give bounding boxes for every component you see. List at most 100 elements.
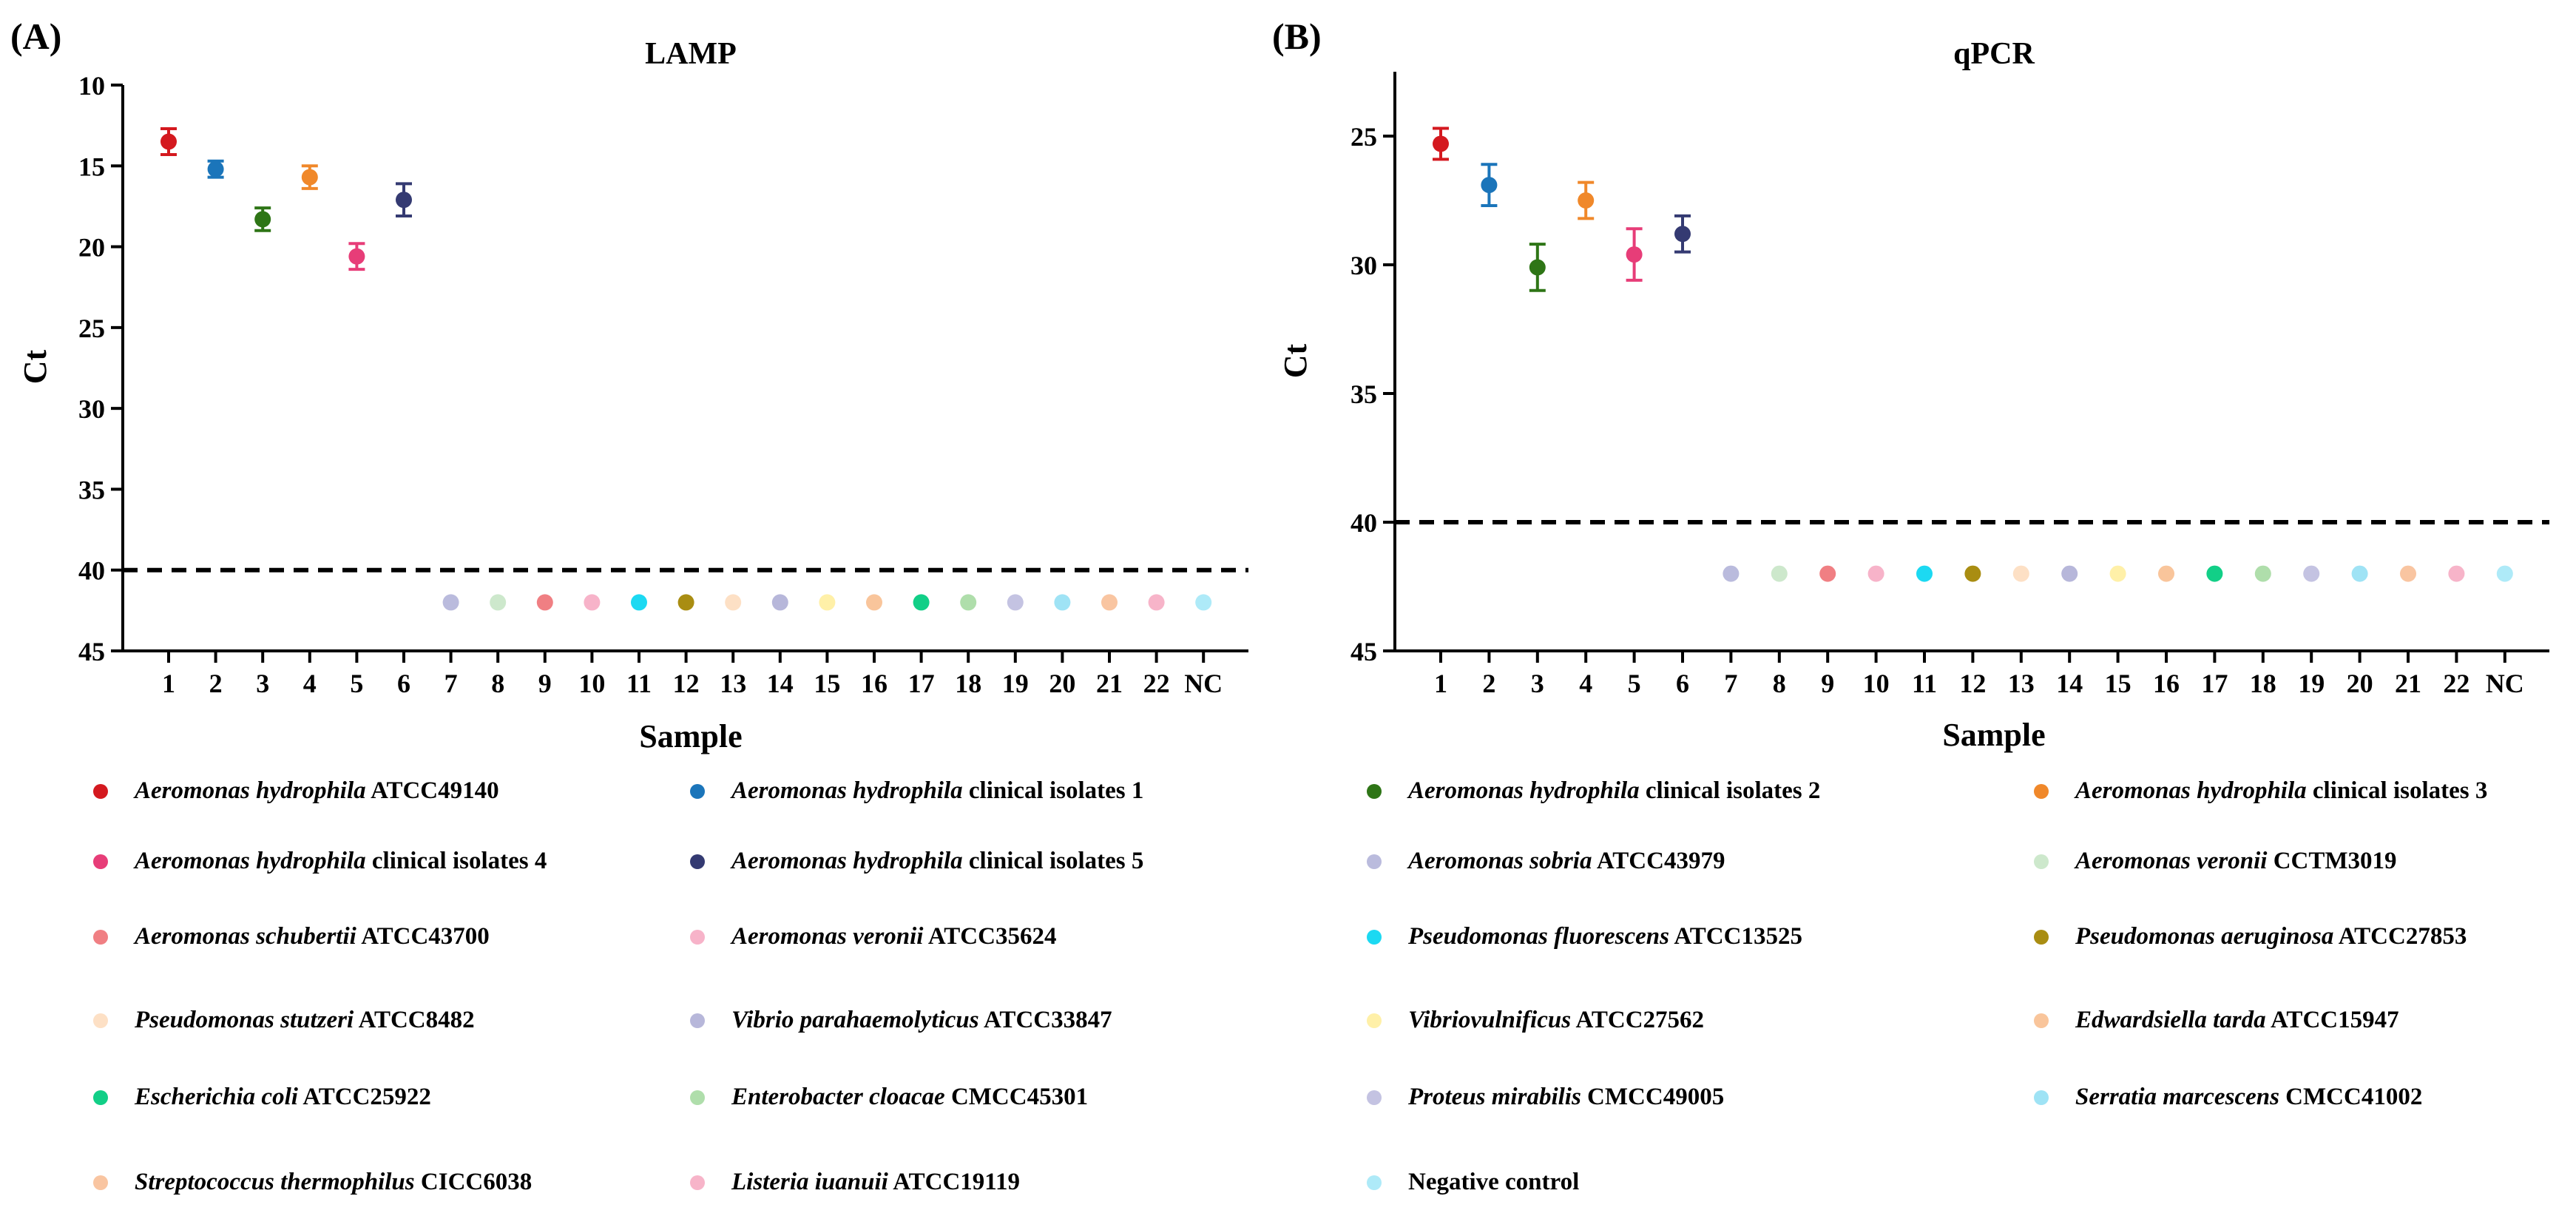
data-point-3 xyxy=(1529,259,1546,276)
x-tick-label: 10 xyxy=(1863,669,1890,698)
data-point-14 xyxy=(2061,565,2078,582)
x-tick-label: 6 xyxy=(1676,669,1689,698)
panel-label: (B) xyxy=(1272,16,1322,57)
y-tick-label: 30 xyxy=(78,394,105,424)
x-tick-label: 21 xyxy=(2395,669,2421,698)
x-tick-label: 17 xyxy=(2201,669,2228,698)
data-point-7 xyxy=(1723,565,1740,582)
data-point-3 xyxy=(254,211,271,228)
y-tick-label: 20 xyxy=(78,233,105,263)
data-point-9 xyxy=(536,594,553,611)
y-axis-label: Ct xyxy=(1277,343,1314,378)
y-tick-label: 40 xyxy=(1350,508,1377,538)
data-point-8 xyxy=(1771,565,1788,582)
data-point-2 xyxy=(1481,177,1498,194)
x-tick-label: 20 xyxy=(2347,669,2373,698)
y-tick-label: 10 xyxy=(78,71,105,101)
data-point-20 xyxy=(2351,565,2368,582)
x-tick-label: 11 xyxy=(626,669,652,698)
y-tick-label: 30 xyxy=(1350,251,1377,280)
x-tick-label: 3 xyxy=(256,669,269,698)
data-point-13 xyxy=(725,594,742,611)
data-point-20 xyxy=(1054,594,1071,611)
x-tick-label: 2 xyxy=(1482,669,1495,698)
data-point-18 xyxy=(2254,565,2271,582)
x-tick-label: 14 xyxy=(2056,669,2083,698)
y-tick-label: 45 xyxy=(78,637,105,666)
x-tick-label: 14 xyxy=(767,669,794,698)
x-tick-label: 19 xyxy=(2298,669,2325,698)
x-tick-label: 3 xyxy=(1531,669,1544,698)
data-point-8 xyxy=(490,594,507,611)
x-tick-label: 13 xyxy=(720,669,746,698)
data-point-10 xyxy=(584,594,601,611)
x-tick-label: 10 xyxy=(578,669,605,698)
x-tick-label: 8 xyxy=(491,669,504,698)
x-tick-label: 13 xyxy=(2008,669,2035,698)
y-axis-label: Ct xyxy=(17,349,53,384)
data-point-2 xyxy=(207,161,224,178)
data-point-17 xyxy=(2206,565,2223,582)
data-point-6 xyxy=(1674,226,1691,243)
data-point-22 xyxy=(1148,594,1165,611)
data-point-16 xyxy=(2158,565,2174,582)
data-point-5 xyxy=(1626,246,1643,263)
data-point-16 xyxy=(866,594,882,611)
x-tick-label: 8 xyxy=(1773,669,1786,698)
data-point-21 xyxy=(1101,594,1118,611)
x-tick-label: 7 xyxy=(1724,669,1737,698)
data-point-NC xyxy=(1195,594,1212,611)
data-point-15 xyxy=(819,594,836,611)
x-tick-label: 21 xyxy=(1096,669,1123,698)
x-tick-label: 9 xyxy=(538,669,552,698)
y-tick-label: 25 xyxy=(1350,122,1377,152)
data-point-19 xyxy=(2303,565,2320,582)
x-tick-label: NC xyxy=(2486,669,2524,698)
data-point-11 xyxy=(1916,565,1933,582)
data-point-5 xyxy=(348,248,365,265)
x-tick-label: 20 xyxy=(1049,669,1075,698)
y-tick-label: 35 xyxy=(1350,379,1377,409)
x-tick-label: 5 xyxy=(350,669,363,698)
x-tick-label: 18 xyxy=(2250,669,2276,698)
data-point-21 xyxy=(2400,565,2416,582)
x-tick-label: 5 xyxy=(1628,669,1641,698)
x-tick-label: 19 xyxy=(1002,669,1029,698)
data-point-19 xyxy=(1007,594,1024,611)
x-tick-label: 6 xyxy=(397,669,410,698)
data-point-10 xyxy=(1867,565,1884,582)
data-point-7 xyxy=(442,594,459,611)
panel-label: (A) xyxy=(10,16,61,57)
data-point-6 xyxy=(396,192,412,209)
data-point-12 xyxy=(677,594,694,611)
data-point-1 xyxy=(1433,135,1449,152)
x-tick-label: 11 xyxy=(1912,669,1937,698)
data-point-1 xyxy=(160,133,177,150)
data-point-17 xyxy=(913,594,930,611)
y-tick-label: 15 xyxy=(78,152,105,181)
x-tick-label: 7 xyxy=(444,669,458,698)
data-point-14 xyxy=(771,594,788,611)
data-point-12 xyxy=(1964,565,1981,582)
x-tick-label: 22 xyxy=(2443,669,2469,698)
data-point-9 xyxy=(1819,565,1836,582)
x-tick-label: 1 xyxy=(162,669,175,698)
x-tick-label: 15 xyxy=(814,669,840,698)
x-tick-label: 12 xyxy=(1959,669,1986,698)
x-tick-label: 22 xyxy=(1143,669,1170,698)
x-tick-label: 17 xyxy=(908,669,935,698)
y-tick-label: 25 xyxy=(78,314,105,343)
data-point-4 xyxy=(301,169,318,186)
y-tick-label: 35 xyxy=(78,475,105,504)
data-point-15 xyxy=(2109,565,2126,582)
x-tick-label: 4 xyxy=(1579,669,1592,698)
y-tick-label: 45 xyxy=(1350,637,1377,666)
data-point-22 xyxy=(2448,565,2465,582)
x-tick-label: 4 xyxy=(303,669,317,698)
x-tick-label: 2 xyxy=(209,669,223,698)
data-point-18 xyxy=(960,594,977,611)
x-tick-label: 16 xyxy=(2153,669,2180,698)
data-point-4 xyxy=(1578,192,1595,209)
